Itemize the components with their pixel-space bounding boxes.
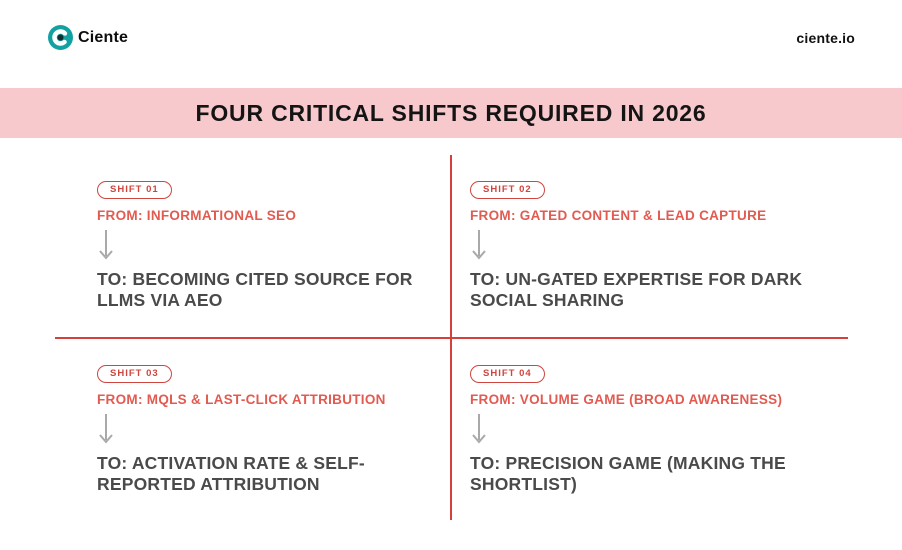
shift-02-to-text: TO: UN-GATED EXPERTISE FOR DARK SOCIAL S… — [470, 269, 803, 311]
shift-04-from-text: FROM: VOLUME GAME (BROAD AWARENESS) — [470, 392, 783, 408]
quadrant-shift-01: SHIFT 01 FROM: INFORMATIONAL SEO TO: BEC… — [97, 181, 432, 311]
quadrant-shift-03: SHIFT 03 FROM: MQLS & LAST-CLICK ATTRIBU… — [97, 365, 442, 495]
quadrant-shift-02: SHIFT 02 FROM: GATED CONTENT & LEAD CAPT… — [470, 181, 842, 311]
down-arrow-icon — [99, 414, 113, 444]
shift-02-badge: SHIFT 02 — [470, 181, 545, 200]
down-arrow-icon — [99, 230, 113, 260]
shift-03-to-text: TO: ACTIVATION RATE & SELF-REPORTED ATTR… — [97, 453, 365, 495]
shift-01-badge: SHIFT 01 — [97, 181, 172, 200]
shift-04-to-text: TO: PRECISION GAME (MAKING THE SHORTLIST… — [470, 453, 786, 495]
shift-01-to-text: TO: BECOMING CITED SOURCE FOR LLMS VIA A… — [97, 269, 413, 311]
shift-04-badge: SHIFT 04 — [470, 365, 545, 384]
shift-01-from-text: FROM: INFORMATIONAL SEO — [97, 208, 297, 224]
down-arrow-icon — [472, 230, 486, 260]
horizontal-divider-line — [55, 337, 848, 339]
brand-logo-group: Ciente — [48, 25, 128, 50]
page-header: Ciente ciente.io — [0, 0, 902, 88]
shift-03-badge: SHIFT 03 — [97, 365, 172, 384]
shift-02-from-text: FROM: GATED CONTENT & LEAD CAPTURE — [470, 208, 767, 224]
page-title: FOUR CRITICAL SHIFTS REQUIRED IN 2026 — [195, 99, 707, 126]
brand-name: Ciente — [78, 28, 129, 46]
title-banner: FOUR CRITICAL SHIFTS REQUIRED IN 2026 — [0, 88, 902, 138]
down-arrow-icon — [472, 414, 486, 444]
site-url[interactable]: ciente.io — [796, 30, 855, 46]
ciente-c-logo-icon — [48, 25, 73, 50]
quadrant-shift-04: SHIFT 04 FROM: VOLUME GAME (BROAD AWAREN… — [470, 365, 800, 495]
shift-03-from-text: FROM: MQLS & LAST-CLICK ATTRIBUTION — [97, 392, 386, 408]
